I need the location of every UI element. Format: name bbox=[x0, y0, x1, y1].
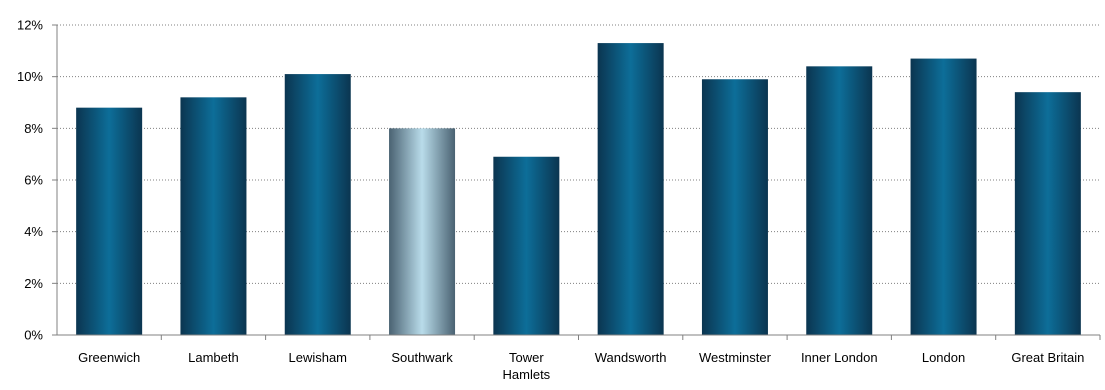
x-tick-label: Greenwich bbox=[78, 350, 140, 365]
bar-westminster bbox=[701, 79, 768, 335]
y-tick-label: 4% bbox=[24, 224, 43, 239]
bar-wandsworth bbox=[597, 43, 664, 335]
x-tick-label: Southwark bbox=[391, 350, 453, 365]
y-tick-label: 6% bbox=[24, 173, 43, 188]
x-tick-label: Great Britain bbox=[1011, 350, 1084, 365]
x-tick-label: Wandsworth bbox=[595, 350, 667, 365]
y-tick-label: 12% bbox=[17, 18, 43, 33]
bar-london bbox=[910, 58, 977, 335]
bars bbox=[76, 43, 1081, 336]
y-tick-label: 10% bbox=[17, 69, 43, 84]
x-tick-label: London bbox=[922, 350, 965, 365]
bar-lambeth bbox=[180, 97, 247, 335]
y-tick-label: 2% bbox=[24, 276, 43, 291]
y-tick-labels: 0% 2% 4% 6% 8% 10% 12% bbox=[17, 18, 57, 343]
bar-inner-london bbox=[806, 66, 873, 335]
x-tick-label: Lewisham bbox=[288, 350, 347, 365]
y-tick-label: 0% bbox=[24, 328, 43, 343]
bar-lewisham bbox=[284, 74, 351, 335]
x-tick-label: Westminster bbox=[699, 350, 772, 365]
x-tick-labels: Greenwich Lambeth Lewisham Southwark Tower Ha… bbox=[78, 335, 1101, 382]
bar-greenwich bbox=[76, 107, 143, 336]
y-tick-label: 8% bbox=[24, 121, 43, 136]
x-tick-label: Lambeth bbox=[188, 350, 239, 365]
bar-great-britain bbox=[1014, 92, 1081, 336]
bar-tower-hamlets bbox=[493, 156, 560, 335]
bar-southwark bbox=[389, 128, 456, 335]
x-tick-label: Tower Hamlets bbox=[503, 350, 551, 382]
x-tick-label: Inner London bbox=[801, 350, 878, 365]
